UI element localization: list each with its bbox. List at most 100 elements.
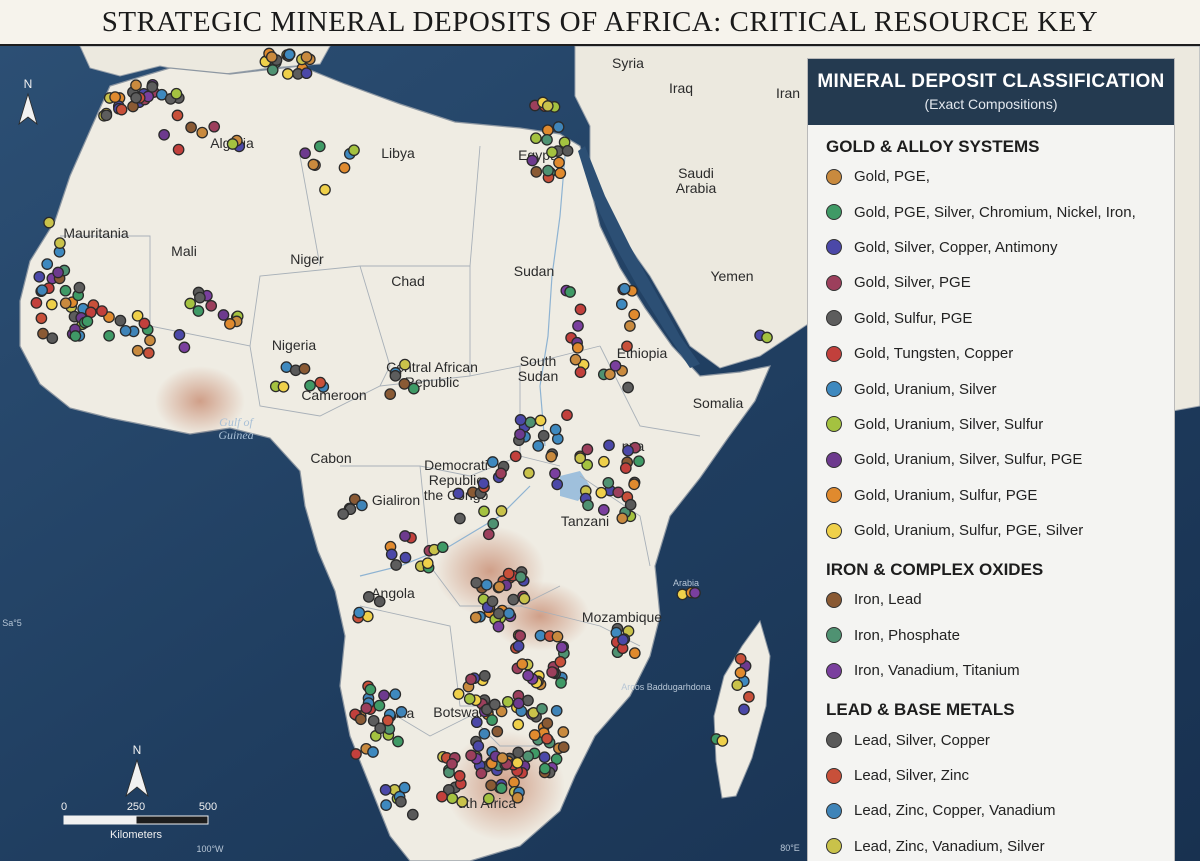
deposit-dot[interactable]	[35, 312, 48, 325]
deposit-dot[interactable]	[539, 762, 551, 775]
deposit-dot[interactable]	[338, 161, 351, 174]
deposit-dot[interactable]	[557, 741, 570, 753]
deposit-dot[interactable]	[59, 297, 72, 310]
deposit-dot[interactable]	[530, 132, 542, 145]
deposit-dot[interactable]	[319, 183, 331, 196]
deposit-dot[interactable]	[618, 282, 631, 295]
deposit-dot[interactable]	[452, 688, 465, 700]
deposit-dot[interactable]	[486, 595, 499, 608]
deposit-dot[interactable]	[598, 455, 610, 468]
deposit-dot[interactable]	[572, 320, 584, 332]
deposit-dot[interactable]	[281, 68, 294, 80]
deposit-dot[interactable]	[743, 691, 755, 703]
deposit-dot[interactable]	[526, 154, 539, 167]
deposit-dot[interactable]	[509, 450, 522, 463]
deposit-dot[interactable]	[532, 440, 545, 452]
deposit-dot[interactable]	[399, 358, 411, 371]
deposit-dot[interactable]	[477, 477, 490, 490]
deposit-dot[interactable]	[226, 138, 239, 150]
deposit-dot[interactable]	[545, 450, 558, 463]
deposit-dot[interactable]	[512, 640, 525, 652]
deposit-dot[interactable]	[265, 51, 278, 63]
deposit-dot[interactable]	[46, 332, 59, 345]
deposit-dot[interactable]	[144, 334, 156, 347]
deposit-dot[interactable]	[512, 746, 525, 759]
deposit-dot[interactable]	[205, 299, 218, 312]
deposit-dot[interactable]	[603, 439, 615, 452]
deposit-dot[interactable]	[277, 380, 290, 393]
deposit-dot[interactable]	[503, 607, 515, 620]
deposit-dot[interactable]	[298, 362, 311, 375]
deposit-dot[interactable]	[114, 314, 127, 327]
deposit-dot[interactable]	[621, 340, 633, 353]
deposit-dot[interactable]	[384, 388, 397, 400]
deposit-dot[interactable]	[487, 517, 500, 530]
deposit-dot[interactable]	[192, 305, 205, 317]
deposit-dot[interactable]	[337, 508, 350, 520]
deposit-dot[interactable]	[475, 767, 488, 780]
deposit-dot[interactable]	[354, 713, 367, 726]
deposit-dot[interactable]	[356, 499, 368, 512]
deposit-dot[interactable]	[307, 158, 320, 171]
deposit-dot[interactable]	[300, 51, 313, 63]
deposit-dot[interactable]	[689, 587, 701, 599]
deposit-dot[interactable]	[362, 591, 375, 603]
deposit-dot[interactable]	[392, 735, 404, 748]
deposit-dot[interactable]	[602, 476, 615, 489]
deposit-dot[interactable]	[398, 781, 411, 794]
deposit-dot[interactable]	[564, 286, 576, 298]
deposit-dot[interactable]	[283, 48, 296, 61]
deposit-dot[interactable]	[170, 87, 183, 100]
deposit-dot[interactable]	[478, 727, 491, 740]
deposit-dot[interactable]	[761, 331, 773, 344]
deposit-dot[interactable]	[374, 722, 387, 735]
deposit-dot[interactable]	[571, 341, 584, 354]
deposit-dot[interactable]	[542, 164, 554, 177]
deposit-dot[interactable]	[538, 751, 551, 764]
deposit-dot[interactable]	[633, 455, 645, 468]
deposit-dot[interactable]	[716, 735, 729, 747]
deposit-dot[interactable]	[131, 344, 144, 357]
deposit-dot[interactable]	[353, 606, 366, 619]
deposit-dot[interactable]	[550, 704, 563, 717]
deposit-dot[interactable]	[470, 716, 483, 729]
deposit-dot[interactable]	[381, 714, 394, 727]
deposit-dot[interactable]	[734, 653, 747, 665]
deposit-dot[interactable]	[41, 258, 54, 270]
deposit-dot[interactable]	[364, 683, 377, 696]
deposit-dot[interactable]	[478, 505, 490, 518]
deposit-dot[interactable]	[495, 505, 508, 517]
deposit-dot[interactable]	[300, 67, 313, 80]
deposit-dot[interactable]	[119, 324, 132, 337]
deposit-dot[interactable]	[523, 467, 535, 479]
deposit-dot[interactable]	[446, 758, 458, 770]
deposit-dot[interactable]	[469, 611, 482, 624]
deposit-dot[interactable]	[436, 790, 448, 803]
deposit-dot[interactable]	[59, 284, 72, 297]
deposit-dot[interactable]	[616, 512, 629, 525]
deposit-dot[interactable]	[348, 144, 360, 157]
deposit-dot[interactable]	[185, 121, 197, 134]
deposit-dot[interactable]	[33, 270, 46, 283]
deposit-dot[interactable]	[581, 459, 594, 471]
deposit-dot[interactable]	[100, 109, 113, 122]
deposit-dot[interactable]	[173, 328, 186, 341]
deposit-dot[interactable]	[81, 315, 94, 328]
deposit-dot[interactable]	[184, 297, 197, 310]
deposit-dot[interactable]	[612, 486, 625, 499]
deposit-dot[interactable]	[574, 452, 587, 465]
deposit-dot[interactable]	[555, 641, 568, 654]
deposit-dot[interactable]	[512, 718, 525, 731]
deposit-dot[interactable]	[37, 327, 49, 340]
deposit-dot[interactable]	[569, 353, 582, 366]
deposit-dot[interactable]	[609, 359, 622, 372]
deposit-dot[interactable]	[524, 416, 537, 429]
deposit-dot[interactable]	[518, 592, 531, 605]
deposit-dot[interactable]	[480, 578, 493, 591]
deposit-dot[interactable]	[595, 486, 608, 499]
deposit-dot[interactable]	[582, 499, 594, 512]
deposit-dot[interactable]	[628, 478, 640, 491]
deposit-dot[interactable]	[453, 770, 466, 782]
deposit-dot[interactable]	[485, 779, 497, 792]
deposit-dot[interactable]	[398, 378, 411, 390]
